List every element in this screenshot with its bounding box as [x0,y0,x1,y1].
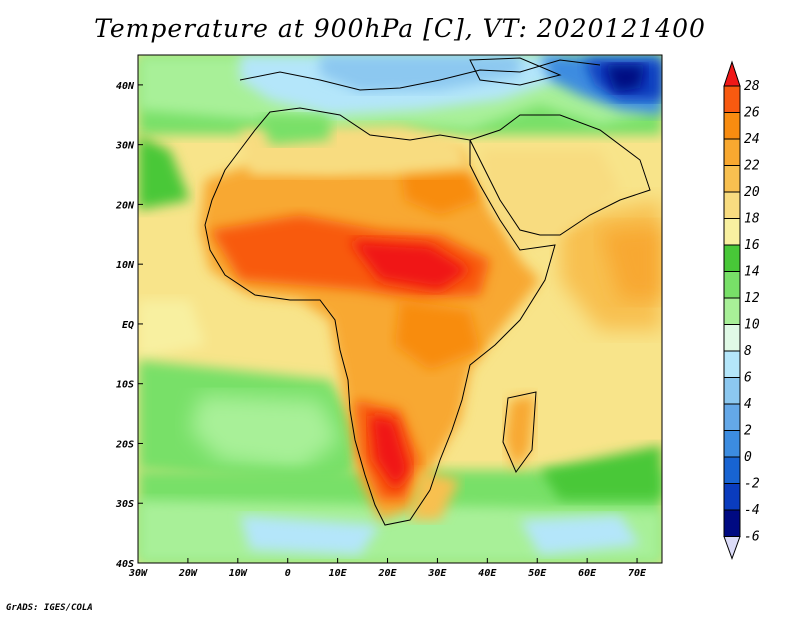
colorbar-swatch [723,377,741,405]
lat-label: 30S [115,499,134,510]
lon-label: 20E [377,568,397,579]
lon-label: 20W [178,568,198,579]
colorbar-label: 6 [744,371,752,386]
lat-label: 40S [116,559,134,570]
lon-label: 60E [578,568,597,579]
lat-label: 20S [115,439,134,450]
colorbar-label: 0 [744,450,752,465]
temperature-field [138,55,662,563]
lon-label: 30E [427,568,447,579]
colorbar-label: -6 [744,530,760,545]
colorbar-swatch [723,350,741,378]
map-frame [137,54,663,564]
lon-label: 10E [329,568,348,579]
colorbar-label: 10 [744,318,760,333]
colorbar-label: 16 [744,238,760,253]
lon-label: 10W [229,568,248,579]
lon-label: 50E [528,568,547,579]
colorbar-label: 14 [744,265,760,280]
colorbar-label: 4 [744,397,752,412]
lat-label: EQ [122,320,134,331]
lon-label: 70E [628,568,647,579]
colorbar-label: -2 [744,477,760,492]
colorbar-min-arrow [723,536,741,560]
colorbar-max-arrow [723,60,741,87]
lat-label: 40N [116,81,135,92]
latitude-labels: 40N 30N 20N 10N EQ 10S 20S 30S 40S [115,81,135,570]
colorbar-swatch [723,456,741,484]
colorbar-label: 22 [744,159,760,174]
colorbar-swatch [723,483,741,511]
colorbar-swatch [723,112,741,140]
colorbar-swatch [723,85,741,113]
chart-title: Temperature at 900hPa [C], VT: 202012140… [94,14,706,43]
colorbar-label: 8 [744,344,752,359]
longitude-labels: 30W 20W 10W 0 10E 20E 30E 40E 50E 60E 70E [128,568,647,579]
lat-label: 30N [115,141,135,152]
colorbar-swatch [723,509,741,537]
colorbar-swatch [723,297,741,325]
colorbar-label: 20 [744,185,760,200]
colorbar-swatch [723,403,741,431]
colorbar-label: 24 [744,132,760,147]
colorbar-swatch [723,271,741,299]
colorbar-label: 18 [744,212,760,227]
axis-ticks [137,84,638,564]
colorbar-swatch [723,165,741,193]
colorbar-label: 12 [744,291,760,306]
colorbar-swatch [723,244,741,272]
colorbar-swatch [723,191,741,219]
lat-label: 10S [116,380,134,391]
credit-text: GrADS: IGES/COLA [6,603,93,613]
colorbar-swatch [723,324,741,352]
coastline-outline [204,57,651,526]
lat-label: 10N [116,260,135,271]
colorbar-swatch [723,218,741,246]
colorbar-label: 26 [744,106,760,121]
colorbar-swatch [723,430,741,458]
colorbar-label: 28 [744,79,760,94]
lon-label: 40E [478,568,497,579]
colorbar-swatch [723,138,741,166]
lon-label: 30W [128,568,148,579]
lon-label: 0 [285,568,291,579]
colorbar-label: -4 [744,503,760,518]
lat-label: 20N [115,200,135,211]
colorbar-label: 2 [744,424,752,439]
